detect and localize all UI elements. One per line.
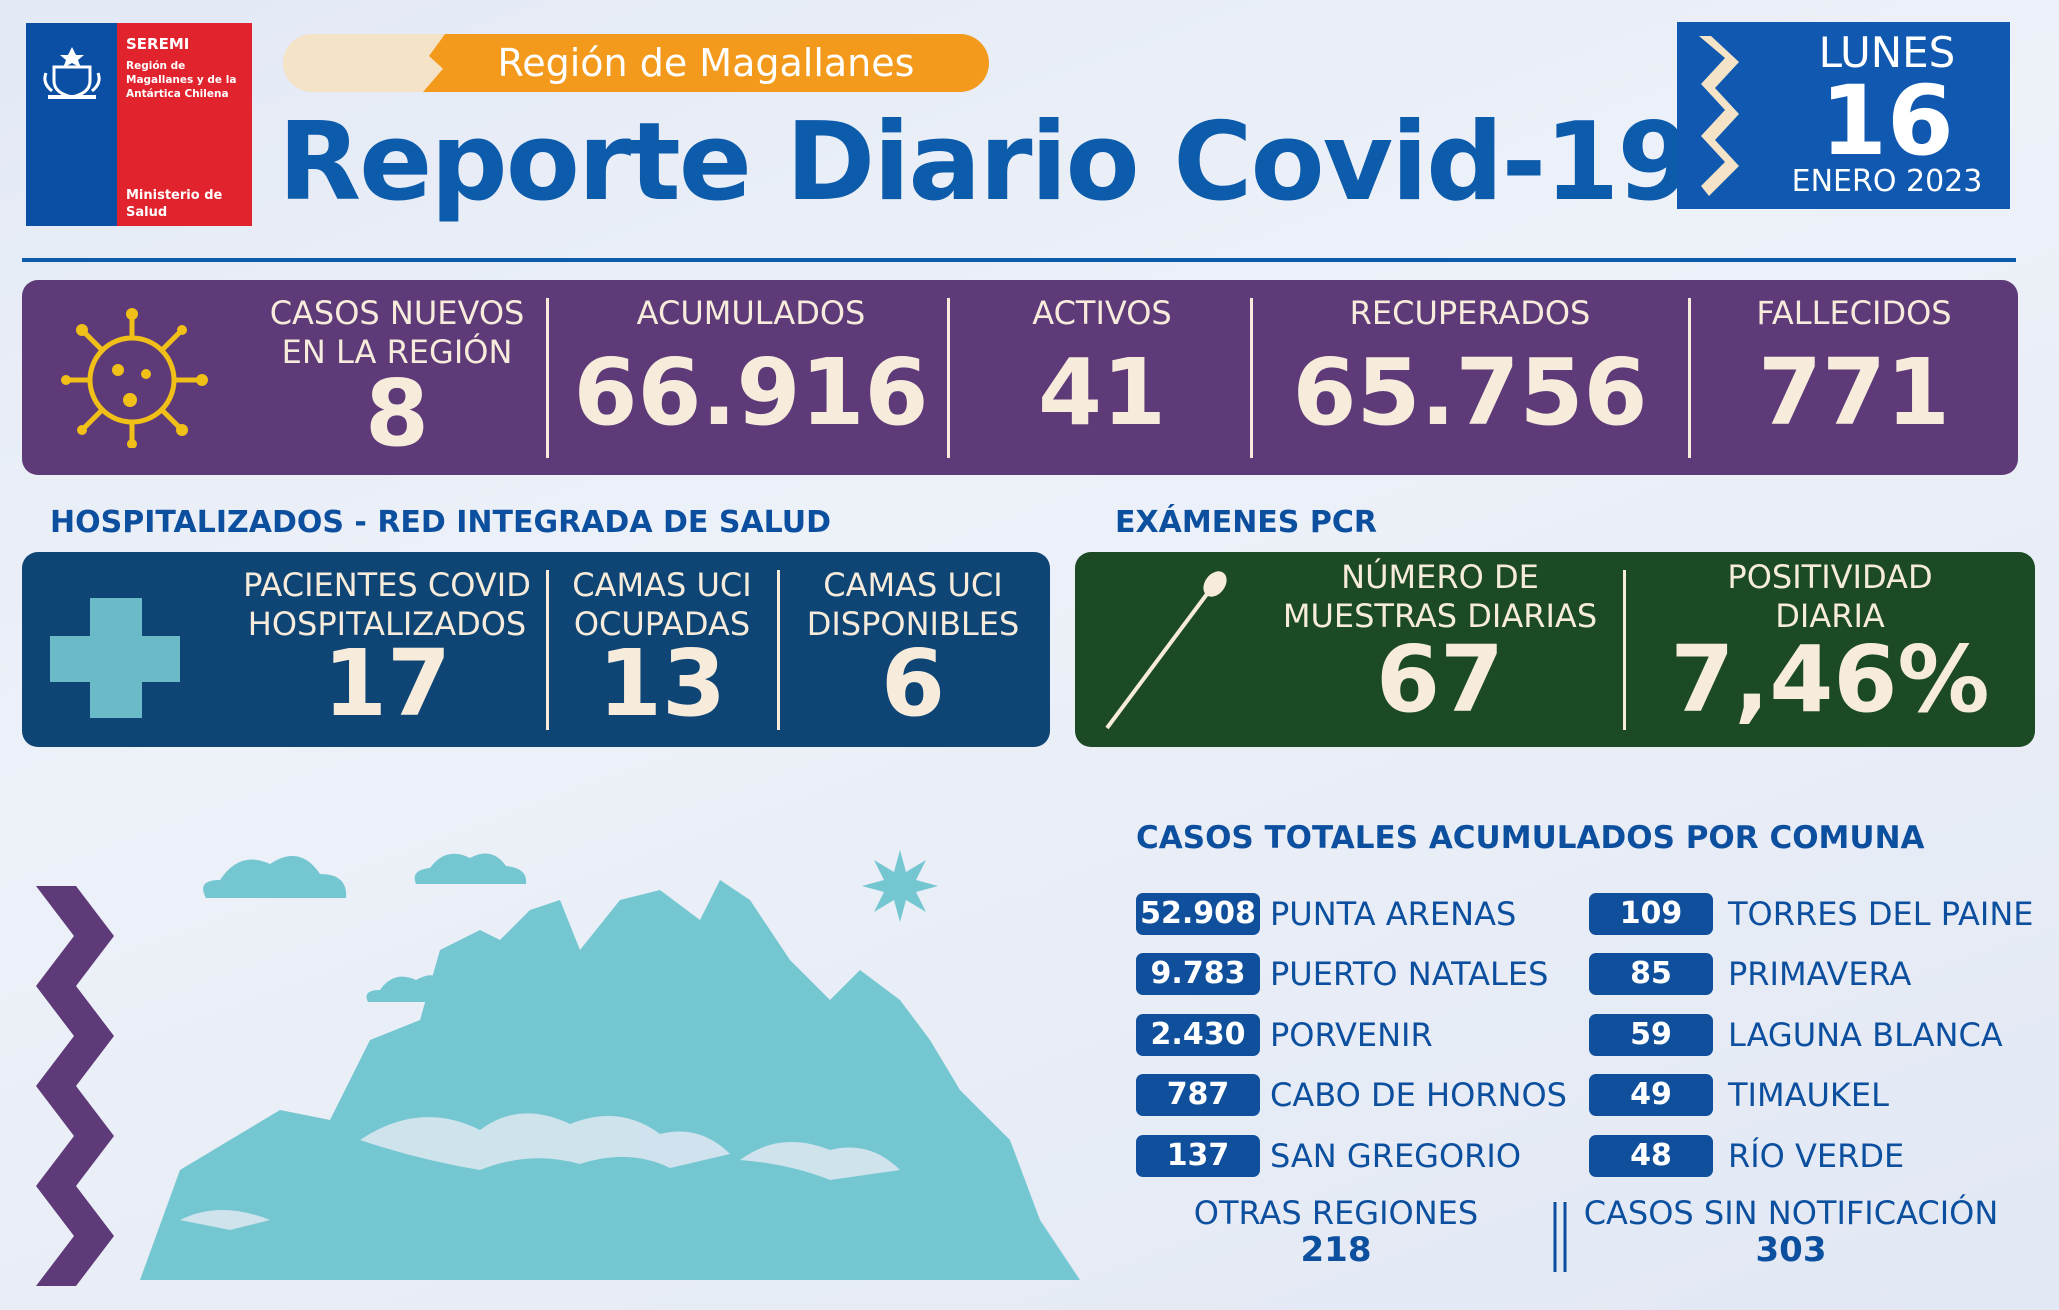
region-banner-label: Región de Magallanes (497, 41, 915, 85)
date-box: LUNES 16 ENERO 2023 (1677, 22, 2010, 209)
stat-value: 41 (1037, 339, 1167, 446)
stat-acumulados: ACUMULADOS 66.916 (552, 280, 950, 475)
comuna-value: 787 (1136, 1074, 1260, 1116)
date-weekday: LUNES (1818, 28, 1956, 77)
comuna-value: 59 (1589, 1014, 1713, 1056)
stat-camas-uci-ocupadas: CAMAS UCI OCUPADAS 13 (552, 552, 772, 747)
zigzag-decoration-icon (36, 886, 114, 1286)
stat-value: 66.916 (573, 339, 929, 446)
comuna-name: PORVENIR (1270, 1016, 1433, 1054)
comuna-name: TORRES DEL PAINE (1728, 895, 2034, 933)
comuna-name: SAN GREGORIO (1270, 1137, 1521, 1175)
stat-value: 8 (364, 360, 429, 467)
comuna-value: 52.908 (1136, 893, 1260, 935)
comuna-value: 137 (1136, 1135, 1260, 1177)
coat-of-arms-icon (43, 47, 101, 99)
comuna-name: PUERTO NATALES (1270, 955, 1549, 993)
stat-value: 771 (1757, 339, 1951, 446)
hospital-card: PACIENTES COVID HOSPITALIZADOS 17 CAMAS … (22, 552, 1050, 747)
stat-value: 6 (880, 630, 945, 737)
stat-pacientes-hospitalizados: PACIENTES COVID HOSPITALIZADOS 17 (212, 552, 562, 747)
page-title: Reporte Diario Covid-19 (278, 100, 1693, 225)
comuna-value: 2.430 (1136, 1014, 1260, 1056)
stat-camas-uci-disponibles: CAMAS UCI DISPONIBLES 6 (782, 552, 1044, 747)
comuna-value: 85 (1589, 953, 1713, 995)
sin-notificacion-label: CASOS SIN NOTIFICACIÓN (1583, 1194, 1999, 1232)
sin-notificacion-value: 303 (1755, 1230, 1827, 1270)
torres-del-paine-illustration (140, 850, 1080, 1280)
summary-card: CASOS NUEVOS EN LA REGIÓN 8 ACUMULADOS 6… (22, 280, 2018, 475)
medical-cross-icon (50, 598, 180, 718)
logo-seremi: SEREMI (126, 35, 190, 53)
comuna-name: TIMAUKEL (1728, 1076, 1889, 1114)
stat-value: 67 (1375, 626, 1505, 733)
stat-casos-nuevos: CASOS NUEVOS EN LA REGIÓN 8 (232, 280, 562, 475)
otras-regiones-label: OTRAS REGIONES (1193, 1194, 1479, 1232)
stat-value: 7,46% (1670, 626, 1990, 733)
comuna-value: 49 (1589, 1074, 1713, 1116)
header-divider (22, 258, 2016, 262)
comuna-name: PRIMAVERA (1728, 955, 1912, 993)
comuna-value: 9.783 (1136, 953, 1260, 995)
hospital-section-title: HOSPITALIZADOS - RED INTEGRADA DE SALUD (50, 505, 831, 540)
date-day: 16 (1820, 65, 1954, 177)
comuna-name: CABO DE HORNOS (1270, 1076, 1567, 1114)
comuna-name: RÍO VERDE (1728, 1137, 1905, 1175)
comuna-value: 48 (1589, 1135, 1713, 1177)
double-divider (1553, 1202, 1567, 1272)
comuna-name: LAGUNA BLANCA (1728, 1016, 2003, 1054)
pcr-card: NÚMERO DE MUESTRAS DIARIAS 67 POSITIVIDA… (1075, 552, 2035, 747)
stat-value: 17 (322, 630, 452, 737)
swab-icon (1105, 571, 1227, 730)
stat-value: 13 (597, 630, 727, 737)
pcr-section-title: EXÁMENES PCR (1115, 505, 1377, 540)
stat-fallecidos: FALLECIDOS 771 (1692, 280, 2016, 475)
stat-activos: ACTIVOS 41 (952, 280, 1252, 475)
stat-muestras-diarias: NÚMERO DE MUESTRAS DIARIAS 67 (1245, 552, 1635, 747)
date-month-year: ENERO 2023 (1791, 164, 1983, 199)
comuna-value: 109 (1589, 893, 1713, 935)
zigzag-icon (1699, 36, 1739, 196)
logo-region: Región de Magallanes y de la Antártica C… (126, 60, 237, 100)
stat-positividad-diaria: POSITIVIDAD DIARIA 7,46% (1630, 552, 2030, 747)
comuna-name: PUNTA ARENAS (1270, 895, 1517, 933)
logo-ministry: Ministerio de Salud (126, 188, 223, 220)
stat-value: 65.756 (1292, 339, 1648, 446)
ministry-logo: SEREMI Región de Magallanes y de la Antá… (26, 23, 252, 226)
otras-regiones-value: 218 (1300, 1230, 1372, 1270)
comunas-section-title: CASOS TOTALES ACUMULADOS POR COMUNA (1136, 820, 1925, 856)
stat-recuperados: RECUPERADOS 65.756 (1255, 280, 1685, 475)
region-banner: Región de Magallanes (283, 34, 989, 92)
virus-icon (61, 308, 208, 448)
